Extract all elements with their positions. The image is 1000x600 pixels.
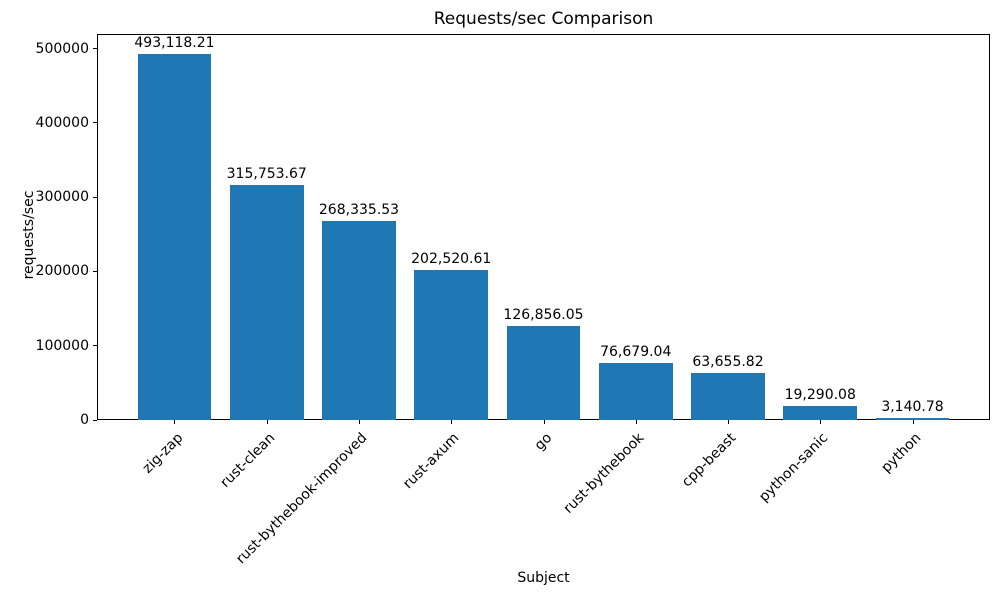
x-tick-mark	[266, 420, 268, 424]
y-tick-label: 400000	[35, 114, 89, 131]
bar	[229, 185, 304, 420]
x-category-label: go	[531, 430, 555, 454]
bar-value-label: 268,335.53	[318, 201, 400, 218]
x-tick-mark	[451, 420, 453, 424]
y-tick-mark	[93, 419, 97, 421]
x-category-label: rust-axum	[400, 430, 463, 493]
y-tick-label: 200000	[35, 263, 89, 280]
bar-value-label: 3,140.78	[881, 398, 944, 415]
x-tick-mark	[543, 420, 545, 424]
y-tick-label: 500000	[35, 40, 89, 57]
bar	[322, 220, 396, 420]
x-axis-label: Subject	[517, 570, 570, 586]
bar	[414, 269, 489, 420]
x-category-label: python-sanic	[756, 430, 832, 506]
y-tick-mark	[93, 270, 97, 272]
bar	[691, 372, 765, 420]
bar-value-label: 202,520.61	[411, 250, 492, 267]
bar-value-label: 126,856.05	[503, 306, 584, 323]
y-tick-mark	[93, 48, 97, 50]
bar-value-label: 63,655.82	[692, 353, 764, 370]
bar	[598, 363, 673, 420]
y-tick-label: 0	[80, 412, 89, 428]
x-tick-mark	[912, 420, 914, 424]
x-category-label: python	[877, 430, 924, 476]
x-tick-mark	[174, 420, 176, 424]
bar	[506, 325, 581, 420]
y-tick-mark	[93, 122, 97, 124]
bar-value-label: 19,290.08	[784, 386, 856, 403]
x-category-label: rust-bythebook	[560, 430, 648, 517]
bar-value-label: 493,118.21	[134, 34, 215, 51]
x-tick-mark	[358, 420, 360, 424]
x-category-label: zig-zap	[139, 430, 186, 477]
bar-value-label: 76,679.04	[600, 344, 672, 361]
bar-value-label: 315,753.67	[226, 166, 307, 183]
x-category-label: cpp-beast	[678, 430, 740, 491]
bar	[783, 405, 858, 420]
x-tick-mark	[635, 420, 637, 424]
x-category-label: rust-bythebook-improved	[233, 430, 371, 568]
x-category-label: rust-clean	[217, 430, 279, 491]
x-tick-mark	[820, 420, 822, 424]
chart-title: Requests/sec Comparison	[433, 9, 654, 29]
x-tick-mark	[728, 420, 729, 424]
y-tick-label: 100000	[35, 337, 89, 354]
bar	[875, 417, 950, 420]
y-tick-label: 300000	[35, 189, 89, 206]
y-tick-mark	[93, 196, 97, 198]
y-tick-mark	[93, 345, 97, 347]
bar	[137, 53, 212, 420]
